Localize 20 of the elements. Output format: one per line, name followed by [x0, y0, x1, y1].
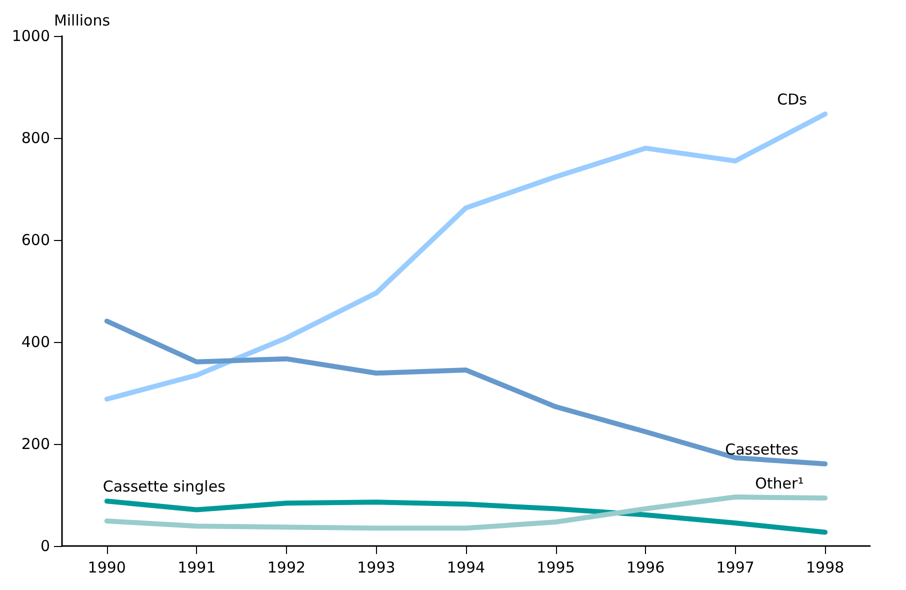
y-tick-label: 0 — [40, 537, 50, 555]
y-tick-label: 200 — [21, 435, 50, 453]
x-tick-label: 1996 — [626, 558, 665, 576]
y-axis-title: Millions — [54, 12, 110, 30]
series-label: Cassettes — [725, 440, 799, 458]
x-tick-label: 1993 — [357, 558, 396, 576]
y-tick-label: 600 — [21, 231, 50, 249]
y-tick-label: 400 — [21, 333, 50, 351]
series-label: Cassette singles — [102, 478, 226, 496]
x-tick-label: 1995 — [536, 558, 575, 576]
x-tick-label: 1997 — [716, 558, 754, 576]
series-label: CDs — [777, 90, 808, 109]
y-tick-label: 800 — [21, 129, 50, 147]
x-tick-label: 1990 — [88, 558, 126, 576]
y-tick-label: 1000 — [12, 27, 50, 45]
x-tick-label: 1998 — [806, 558, 844, 576]
x-tick-label: 1994 — [446, 558, 486, 576]
x-tick-label: 1992 — [267, 558, 306, 576]
series-label: Other¹ — [755, 474, 804, 493]
x-tick-label: 1991 — [178, 558, 216, 576]
